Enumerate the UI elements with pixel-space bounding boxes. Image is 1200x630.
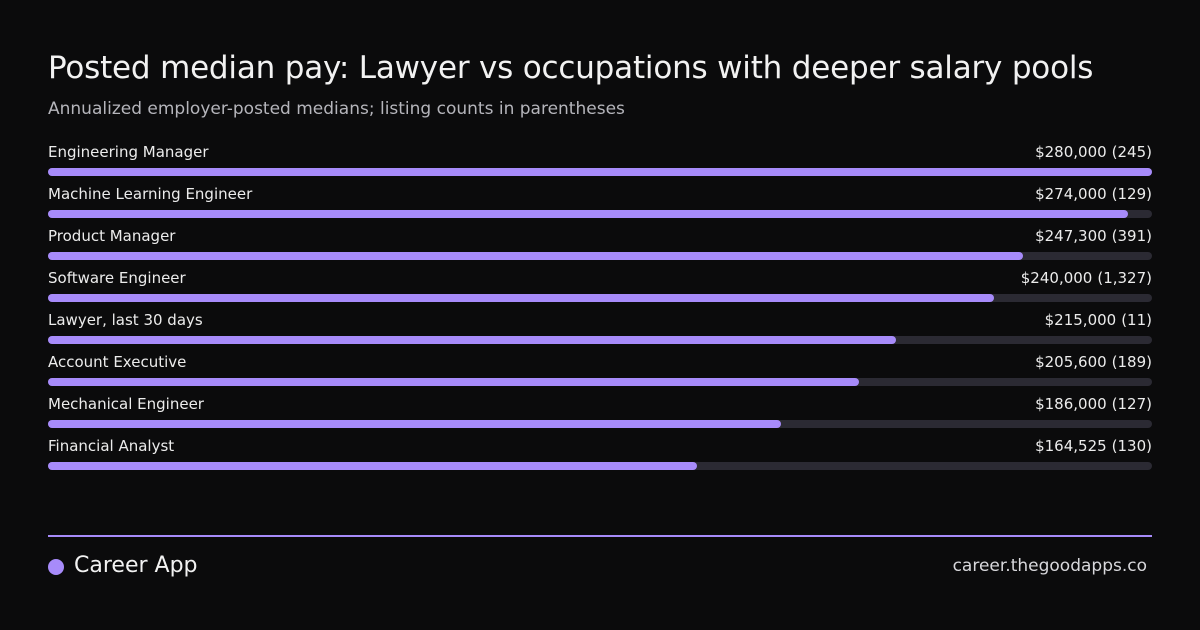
bar xyxy=(48,294,995,302)
category-label: Engineering Manager xyxy=(48,143,209,161)
value-label: $280,000 xyxy=(1035,143,1107,161)
category-label: Lawyer, last 30 days xyxy=(48,311,203,329)
value-label-group: $215,000 (11) xyxy=(1045,311,1152,329)
category-label: Account Executive xyxy=(48,353,187,371)
bar xyxy=(48,168,1152,176)
bar xyxy=(48,378,859,386)
value-label-group: $186,000 (127) xyxy=(1035,395,1152,413)
category-label: Financial Analyst xyxy=(48,437,175,455)
brand-dot xyxy=(48,559,64,575)
brand-name: Career App xyxy=(74,553,198,578)
category-label: Software Engineer xyxy=(48,269,186,287)
value-label: $205,600 xyxy=(1035,353,1107,371)
listing-count-label: (1,327) xyxy=(1097,269,1152,287)
bar xyxy=(48,336,896,344)
category-label: Machine Learning Engineer xyxy=(48,185,253,203)
value-label-group: $164,525 (130) xyxy=(1035,437,1152,455)
listing-count-label: (11) xyxy=(1121,311,1152,329)
value-label: $240,000 xyxy=(1020,269,1093,287)
listing-count-label: (130) xyxy=(1111,437,1152,455)
value-label-group: $274,000 (129) xyxy=(1035,185,1152,203)
listing-count-label: (391) xyxy=(1111,227,1152,245)
bar xyxy=(48,210,1129,218)
value-label-group: $240,000 (1,327) xyxy=(1021,269,1152,287)
category-label: Product Manager xyxy=(48,227,176,245)
value-label: $247,300 xyxy=(1035,227,1107,245)
site-url: career.thegoodapps.co xyxy=(952,556,1147,576)
bar xyxy=(48,462,697,470)
listing-count-label: (127) xyxy=(1111,395,1152,413)
bar xyxy=(48,420,782,428)
category-label: Mechanical Engineer xyxy=(48,395,204,413)
value-label: $215,000 xyxy=(1044,311,1117,329)
value-label: $164,525 xyxy=(1035,437,1107,455)
chart-subtitle: Annualized employer-posted medians; list… xyxy=(48,99,625,119)
value-label: $274,000 xyxy=(1035,185,1107,203)
value-label-group: $205,600 (189) xyxy=(1035,353,1152,371)
bar xyxy=(48,252,1024,260)
value-label-group: $247,300 (391) xyxy=(1035,227,1152,245)
listing-count-label: (129) xyxy=(1111,185,1152,203)
chart-title: Posted median pay: Lawyer vs occupations… xyxy=(48,50,1094,86)
footer-rule xyxy=(48,535,1152,537)
value-label: $186,000 xyxy=(1035,395,1107,413)
listing-count-label: (245) xyxy=(1111,143,1152,161)
value-label-group: $280,000 (245) xyxy=(1035,143,1152,161)
listing-count-label: (189) xyxy=(1111,353,1152,371)
